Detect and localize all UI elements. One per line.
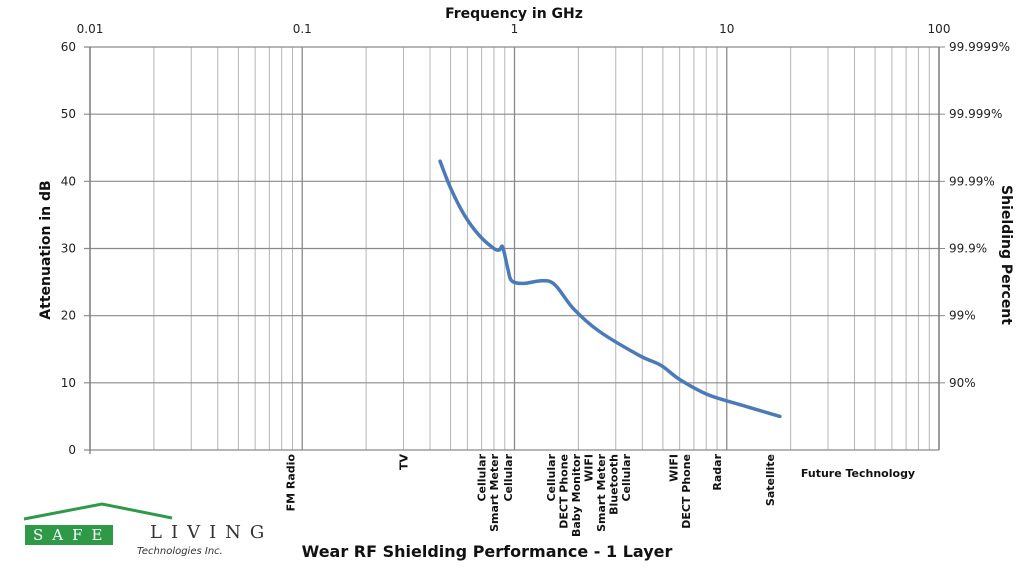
- safeliving-logo: SAFE LIVING Technologies Inc.: [22, 500, 264, 565]
- band-label: Bluetooth: [607, 454, 620, 515]
- logo-word-safe: SAFE: [25, 525, 114, 545]
- y-tick-label: 30: [61, 242, 76, 256]
- y2-tick-label: 99.9%: [949, 242, 987, 256]
- band-label: Cellular: [545, 453, 558, 501]
- band-label: DECT Phone: [557, 454, 570, 529]
- x-tick-label: 10: [719, 22, 734, 36]
- band-label: WIFI: [582, 454, 595, 482]
- y-tick-label: 20: [61, 309, 76, 323]
- x-tick-label: 0.01: [77, 22, 104, 36]
- y2-tick-label: 99.999%: [949, 107, 1002, 121]
- x-tick-label: 100: [928, 22, 951, 36]
- band-label: Baby Monitor: [570, 453, 583, 537]
- band-label: Smart Meter: [488, 453, 501, 531]
- band-label: Cellular: [620, 453, 633, 501]
- band-label: TV: [398, 454, 411, 471]
- x-tick-label: 0.1: [293, 22, 312, 36]
- band-label: Satellite: [764, 454, 777, 506]
- x-axis-title: Frequency in GHz: [445, 6, 583, 22]
- band-label: Cellular: [502, 453, 515, 501]
- y2-tick-label: 99.99%: [949, 174, 995, 188]
- band-label: Smart Meter: [595, 453, 608, 531]
- band-label: FM Radio: [284, 454, 297, 512]
- future-technology-label: Future Technology: [801, 467, 915, 480]
- y2-tick-label: 90%: [949, 376, 976, 390]
- y-tick-label: 0: [68, 443, 76, 457]
- roof-icon: [23, 502, 173, 521]
- band-label: WIFI: [667, 454, 680, 482]
- axes: 0.01 0.1 1 10 100 0 10 20 30 40 50 60 90% 99% 99.9% 99.…: [61, 22, 1010, 457]
- logo-word-living: LIVING: [150, 522, 274, 543]
- logo-subtitle: Technologies Inc.: [137, 546, 223, 557]
- y-tick-label: 60: [61, 40, 76, 54]
- y-axis-title: Attenuation in dB: [38, 180, 54, 319]
- y-tick-label: 40: [61, 174, 76, 188]
- y-tick-label: 10: [61, 376, 76, 390]
- grid: [84, 46, 940, 451]
- band-label: Radar: [711, 453, 724, 490]
- y2-axis-title: Shielding Percent: [998, 185, 1014, 325]
- band-label: DECT Phone: [680, 454, 693, 529]
- chart-title: Wear RF Shielding Performance - 1 Layer: [302, 542, 673, 561]
- series: [438, 159, 782, 419]
- y2-tick-label: 99.9999%: [949, 40, 1010, 54]
- band-label: Cellular: [476, 453, 489, 501]
- series-line: [438, 159, 782, 419]
- x-tick-label: 1: [511, 22, 519, 36]
- y-tick-label: 50: [61, 107, 76, 121]
- y2-tick-label: 99%: [949, 309, 976, 323]
- band-labels: FM Radio TV Cellular Smart Meter Cellular Cel…: [284, 453, 915, 537]
